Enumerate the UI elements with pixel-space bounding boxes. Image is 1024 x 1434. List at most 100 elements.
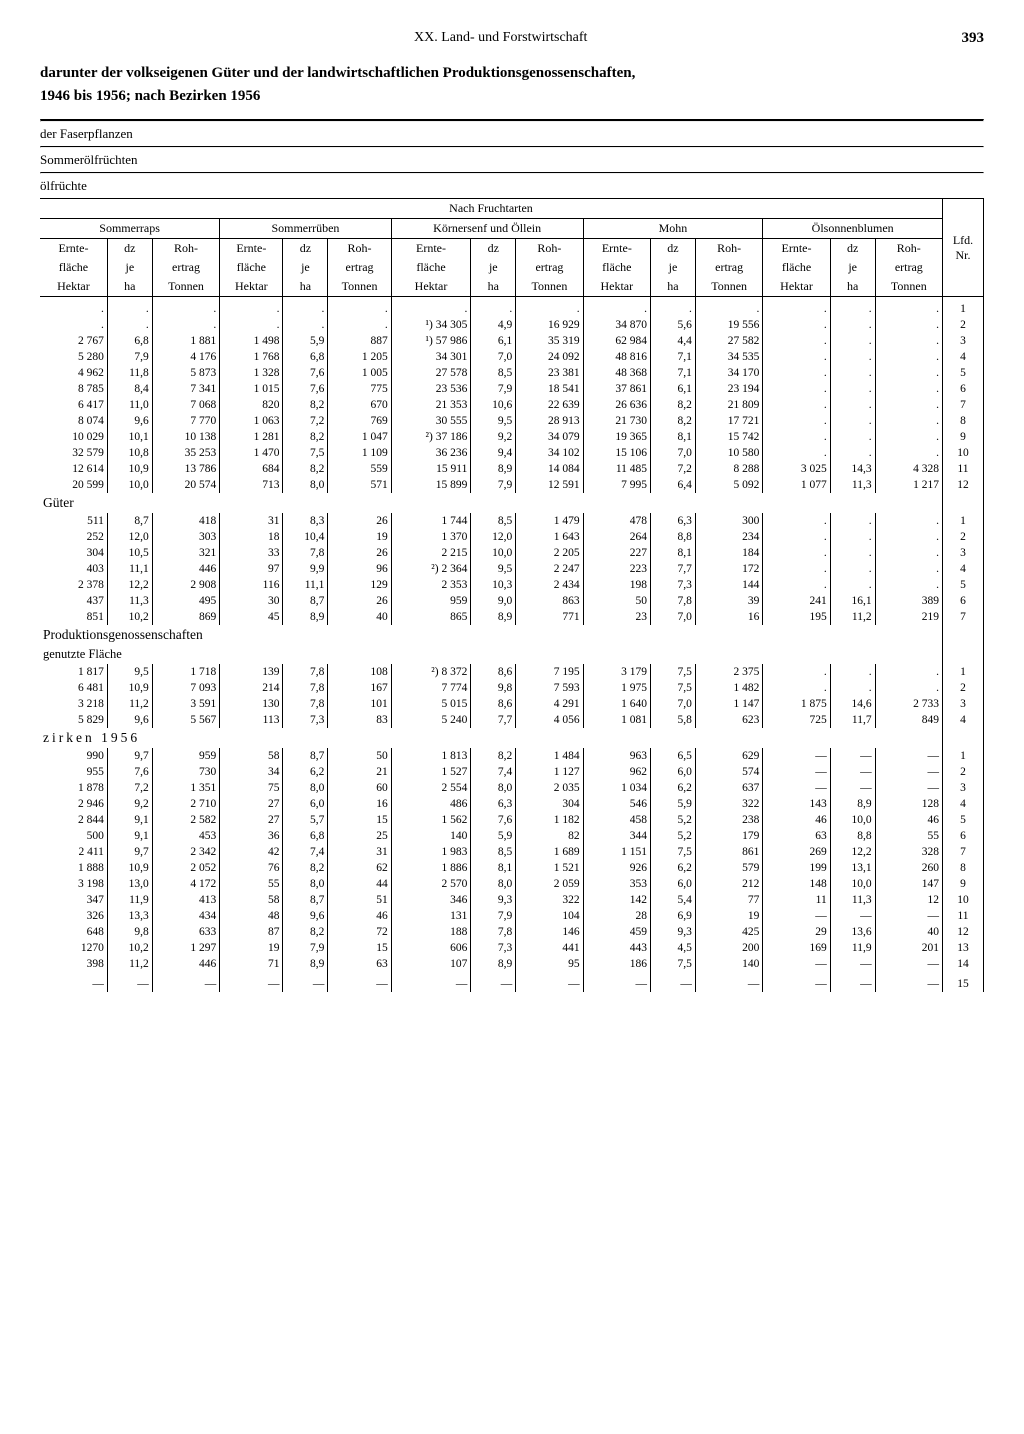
subcol-header: Hektar — [583, 277, 650, 297]
cell: . — [830, 349, 875, 365]
cell: 11,9 — [107, 892, 152, 908]
cell: 326 — [40, 908, 107, 924]
cell: 5,8 — [651, 712, 696, 728]
section-heading: genutzte Fläche — [40, 645, 943, 664]
cell: 4,5 — [651, 940, 696, 956]
cell: 30 555 — [391, 413, 471, 429]
cell: 5 — [943, 577, 984, 593]
cell: — — [328, 976, 391, 992]
cell: 14 — [943, 956, 984, 972]
cell: 36 236 — [391, 445, 471, 461]
cell: 1 063 — [220, 413, 283, 429]
subcol-header: dz — [651, 239, 696, 259]
cell: 771 — [516, 609, 583, 625]
cell: 5 567 — [152, 712, 219, 728]
cell: 9,7 — [107, 748, 152, 764]
cell: 34 079 — [516, 429, 583, 445]
cell: 9,4 — [471, 445, 516, 461]
cell: 35 319 — [516, 333, 583, 349]
cell: 128 — [875, 796, 942, 812]
cell: . — [875, 381, 942, 397]
cell: 8,7 — [283, 748, 328, 764]
cell: 6,1 — [471, 333, 516, 349]
cell: — — [471, 976, 516, 992]
cell: — — [875, 764, 942, 780]
cell: 4 962 — [40, 365, 107, 381]
cell: 7,8 — [471, 924, 516, 940]
cell: . — [830, 365, 875, 381]
cell: 10 138 — [152, 429, 219, 445]
cell: 446 — [152, 956, 219, 972]
cell: 1 205 — [328, 349, 391, 365]
cell: 260 — [875, 860, 942, 876]
cell: . — [875, 413, 942, 429]
cell: 9,3 — [651, 924, 696, 940]
cell: 2 059 — [516, 876, 583, 892]
cell: 7,3 — [471, 940, 516, 956]
cell: 2 247 — [516, 561, 583, 577]
cell: . — [328, 317, 391, 333]
cell: 725 — [763, 712, 830, 728]
cell: 7,2 — [651, 461, 696, 477]
cell: 46 — [328, 908, 391, 924]
table-row: ......¹) 34 3054,916 92934 8705,619 556.… — [40, 317, 984, 333]
table-row: 5118,7418318,3261 7448,51 4794786,3300..… — [40, 513, 984, 529]
cell: 6,3 — [471, 796, 516, 812]
table-row: 2 8449,12 582275,7151 5627,61 1824585,22… — [40, 812, 984, 828]
cell: . — [875, 545, 942, 561]
cell: 1 151 — [583, 844, 650, 860]
cell: 637 — [695, 780, 762, 796]
table-row: 9909,7959588,7501 8138,21 4849636,5629——… — [40, 748, 984, 764]
cell: 10,0 — [830, 812, 875, 828]
cell: 8,1 — [471, 860, 516, 876]
cell: 2 — [943, 764, 984, 780]
cell: . — [830, 333, 875, 349]
cell: . — [763, 664, 830, 680]
cell: 26 — [328, 545, 391, 561]
cell: 7 593 — [516, 680, 583, 696]
cell: . — [328, 301, 391, 317]
cell: 8,3 — [283, 513, 328, 529]
cell: 8,2 — [283, 461, 328, 477]
cell: 1 498 — [220, 333, 283, 349]
cell: 398 — [40, 956, 107, 972]
cell: — — [875, 908, 942, 924]
cell: 46 — [763, 812, 830, 828]
cell: 34 — [220, 764, 283, 780]
cell: 478 — [583, 513, 650, 529]
cell: 241 — [763, 593, 830, 609]
cell: 62 — [328, 860, 391, 876]
cell: 27 — [220, 796, 283, 812]
cell: 72 — [328, 924, 391, 940]
cell: 9,7 — [107, 844, 152, 860]
cell: 179 — [695, 828, 762, 844]
cell: 10,6 — [471, 397, 516, 413]
cell: 6,0 — [283, 796, 328, 812]
cell: 1 886 — [391, 860, 471, 876]
cell: . — [391, 301, 471, 317]
cell: . — [763, 577, 830, 593]
cell: 4 — [943, 712, 984, 728]
cell: 77 — [695, 892, 762, 908]
cell: 27 578 — [391, 365, 471, 381]
cell: . — [830, 317, 875, 333]
cell: 5 015 — [391, 696, 471, 712]
cell: 214 — [220, 680, 283, 696]
table-row: 32613,3434489,6461317,9104286,919———11 — [40, 908, 984, 924]
cell: 44 — [328, 876, 391, 892]
cell: 19 — [695, 908, 762, 924]
cell: 5,7 — [283, 812, 328, 828]
cell: 6,1 — [651, 381, 696, 397]
cell: 50 — [328, 748, 391, 764]
cell: 7,6 — [107, 764, 152, 780]
table-row: 5 2807,94 1761 7686,81 20534 3017,024 09… — [40, 349, 984, 365]
cell: 167 — [328, 680, 391, 696]
cell: 7,6 — [471, 812, 516, 828]
cell: 5,2 — [651, 828, 696, 844]
cell: 14 084 — [516, 461, 583, 477]
cell: — — [107, 976, 152, 992]
cell: . — [875, 397, 942, 413]
cell: 7,9 — [283, 940, 328, 956]
cell: — — [516, 976, 583, 992]
cell: 2 353 — [391, 577, 471, 593]
